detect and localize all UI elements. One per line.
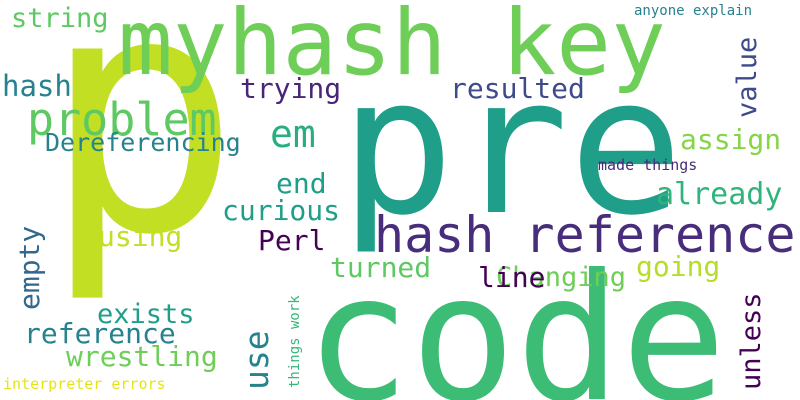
word-curious: curious [222,194,341,227]
word-use: use [237,330,276,390]
word-exists: exists [97,299,195,330]
word-things-work: things work [287,295,303,388]
word-made-things: made things [598,156,698,174]
word-value: value [732,36,763,118]
word-wrestling: wrestling [66,340,218,373]
word-problem: problem [27,93,217,146]
word-em: em [270,112,316,156]
word-trying: trying [240,72,342,105]
word-empty: empty [13,225,46,310]
word-hash-reference: hash reference [374,206,796,264]
word-reference: reference [24,317,176,350]
word-end: end [276,167,327,200]
word-assign: assign [680,123,782,156]
word-line: line [478,261,546,294]
word-dereferencing: Dereferencing [45,128,241,157]
word-changing: Changing [496,262,627,293]
word-turned: turned [330,251,432,284]
word-interpreter-errors: interpreter errors [3,375,166,393]
word-p: p [42,0,241,307]
word-anyone-explain: anyone explain [634,3,753,19]
word-resulted: resulted [450,72,585,105]
word-string: string [11,3,109,34]
word-pre: pre [340,36,684,257]
word-hash: hash [2,69,72,103]
word-perl: Perl [258,224,326,257]
word-using: using [98,220,183,253]
word-going: going [636,250,721,283]
word-already: already [656,177,783,212]
word-myhash-key: myhash key [118,0,666,96]
word-code: code [305,238,727,400]
word-unless: unless [736,292,767,390]
